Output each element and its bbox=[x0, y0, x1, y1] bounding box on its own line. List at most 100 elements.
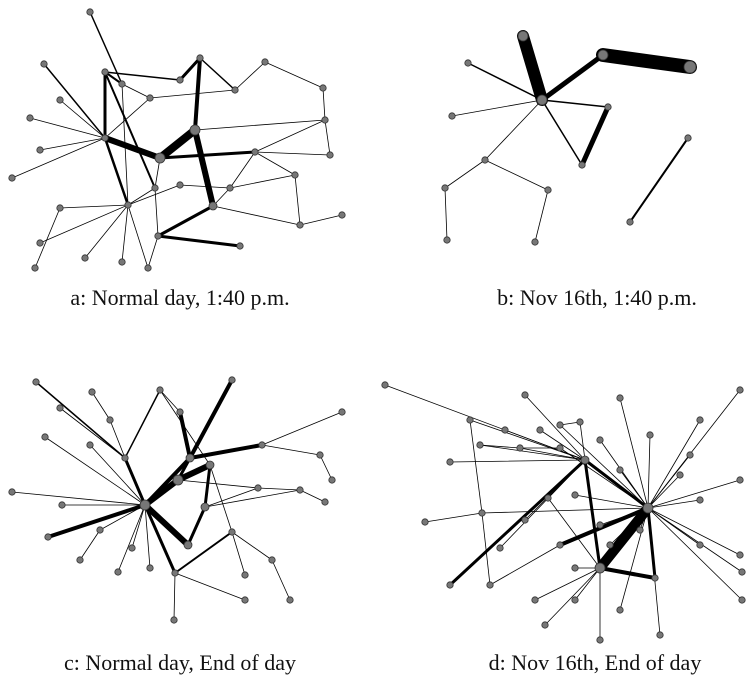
edge bbox=[124, 389, 161, 459]
edge bbox=[647, 389, 741, 509]
edge bbox=[451, 99, 543, 117]
node bbox=[261, 58, 269, 66]
edge bbox=[59, 407, 126, 459]
node bbox=[481, 156, 489, 164]
edge bbox=[99, 504, 146, 531]
edge bbox=[469, 419, 483, 514]
edge bbox=[444, 159, 486, 189]
node bbox=[580, 455, 590, 465]
edge bbox=[203, 463, 212, 509]
edge bbox=[444, 187, 448, 241]
node bbox=[736, 386, 744, 394]
node bbox=[106, 416, 114, 424]
edge bbox=[43, 63, 106, 139]
node bbox=[531, 238, 539, 246]
edge bbox=[91, 391, 111, 421]
edge bbox=[583, 458, 650, 510]
node bbox=[118, 80, 126, 88]
edge bbox=[499, 459, 586, 549]
edge bbox=[254, 151, 296, 176]
edge bbox=[596, 48, 697, 74]
edge bbox=[647, 474, 681, 509]
node bbox=[8, 488, 16, 496]
network-panel-c bbox=[8, 376, 346, 624]
node bbox=[231, 86, 239, 94]
node bbox=[36, 146, 44, 154]
node bbox=[124, 201, 132, 209]
node bbox=[319, 84, 327, 92]
node bbox=[517, 30, 529, 42]
edge bbox=[123, 456, 147, 507]
node bbox=[139, 499, 151, 511]
node bbox=[696, 496, 704, 504]
edge bbox=[324, 119, 331, 156]
node bbox=[86, 441, 94, 449]
edge bbox=[261, 411, 343, 446]
node bbox=[171, 569, 179, 577]
edge bbox=[322, 87, 326, 121]
node bbox=[464, 59, 472, 67]
node bbox=[76, 556, 84, 564]
node bbox=[144, 264, 152, 272]
node bbox=[536, 426, 544, 434]
node bbox=[56, 204, 64, 212]
edge bbox=[109, 419, 126, 459]
node bbox=[183, 540, 193, 550]
node bbox=[326, 151, 334, 159]
node bbox=[208, 201, 218, 211]
edge bbox=[212, 205, 301, 226]
edge bbox=[504, 429, 586, 461]
edge bbox=[647, 507, 743, 573]
edge bbox=[271, 559, 291, 601]
edge bbox=[647, 499, 701, 509]
node bbox=[521, 516, 529, 524]
node bbox=[576, 418, 584, 426]
node bbox=[226, 184, 234, 192]
edge bbox=[257, 487, 301, 491]
edge bbox=[489, 544, 561, 586]
edge bbox=[448, 458, 587, 587]
node bbox=[486, 581, 494, 589]
edge bbox=[209, 464, 233, 533]
edge bbox=[469, 419, 586, 461]
edge bbox=[609, 507, 649, 546]
edge bbox=[142, 502, 191, 548]
edge bbox=[299, 489, 326, 503]
edge bbox=[159, 389, 211, 466]
edge bbox=[156, 204, 215, 238]
edge bbox=[59, 204, 129, 209]
node bbox=[736, 551, 744, 559]
node bbox=[578, 161, 586, 169]
node bbox=[81, 254, 89, 262]
node bbox=[26, 114, 34, 122]
edge bbox=[534, 189, 549, 243]
edge bbox=[204, 489, 301, 508]
edge bbox=[599, 507, 649, 526]
edge bbox=[294, 174, 301, 226]
node bbox=[696, 541, 704, 549]
node bbox=[114, 568, 122, 576]
edge bbox=[11, 491, 146, 506]
node bbox=[254, 484, 262, 492]
node bbox=[101, 68, 109, 76]
edge bbox=[178, 56, 202, 82]
node bbox=[466, 416, 474, 424]
edge bbox=[121, 204, 129, 263]
edge bbox=[234, 61, 266, 91]
edge bbox=[595, 503, 653, 573]
edge bbox=[178, 410, 192, 460]
node bbox=[86, 8, 94, 16]
edge bbox=[89, 444, 146, 506]
node bbox=[121, 454, 129, 462]
edge bbox=[254, 151, 331, 156]
node bbox=[258, 441, 266, 449]
node bbox=[154, 152, 166, 164]
node bbox=[291, 171, 299, 179]
edge bbox=[147, 235, 159, 269]
node bbox=[338, 211, 346, 219]
edge bbox=[619, 507, 649, 611]
node bbox=[381, 381, 389, 389]
node bbox=[316, 451, 324, 459]
edge bbox=[647, 479, 741, 509]
